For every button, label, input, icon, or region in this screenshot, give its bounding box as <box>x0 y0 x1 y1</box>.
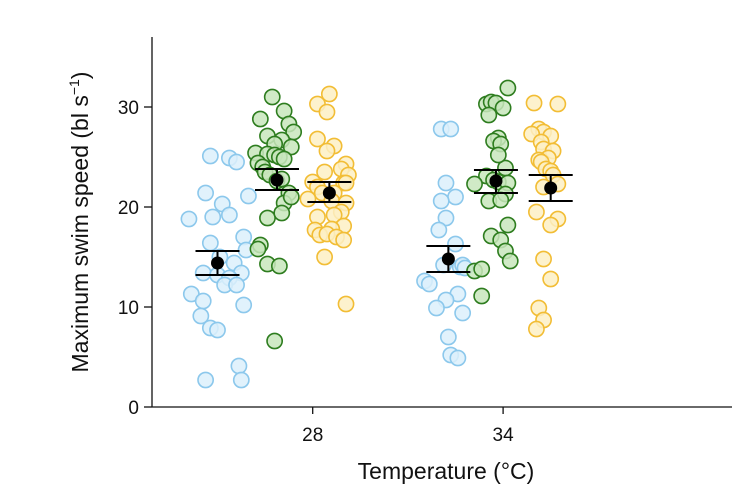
data-point-blue-28 <box>230 357 248 375</box>
data-point-blue-34 <box>432 192 450 210</box>
data-point-blue-28 <box>201 234 219 252</box>
data-point-blue-28 <box>209 321 226 339</box>
data-point-blue-28 <box>220 206 238 224</box>
data-point-yellow-28 <box>316 248 333 266</box>
data-point-green-28 <box>266 332 284 350</box>
data-point-yellow-34 <box>549 95 567 113</box>
data-point-yellow-34 <box>528 320 545 338</box>
data-point-green-28 <box>273 204 291 222</box>
y-axis-label: Maximum swim speed (bl s−1) <box>66 72 93 373</box>
data-point-blue-34 <box>447 188 464 206</box>
mean-marker-28-yellow <box>322 186 336 200</box>
x-tick-label: 28 <box>302 425 323 446</box>
data-point-yellow-28 <box>318 142 336 160</box>
data-point-green-28 <box>282 188 300 206</box>
data-point-blue-28 <box>192 307 210 325</box>
data-point-yellow-34 <box>528 203 545 221</box>
data-point-blue-34 <box>437 174 455 192</box>
mean-marker-28-blue <box>211 256 224 270</box>
x-axis-label: Temperature (°C) <box>358 458 535 484</box>
mean-marker-34-yellow <box>544 181 558 195</box>
data-point-green-28 <box>263 88 281 106</box>
data-point-green-28 <box>270 257 288 275</box>
x-ticks: 28 34 <box>302 407 514 446</box>
data-point-green-34 <box>494 99 512 117</box>
data-points <box>180 79 567 389</box>
data-point-green-34 <box>489 146 507 164</box>
y-axis-label-main: Maximum swim speed (bl s <box>67 95 93 372</box>
data-point-yellow-28 <box>299 190 317 208</box>
data-point-green-34 <box>499 79 517 97</box>
data-point-blue-34 <box>454 304 472 322</box>
data-point-blue-28 <box>232 371 250 389</box>
data-point-yellow-28 <box>316 163 333 181</box>
data-point-blue-34 <box>439 328 457 346</box>
data-point-green-34 <box>473 287 491 305</box>
data-point-blue-34 <box>449 349 467 367</box>
y-ticks: 0 10 20 30 <box>118 98 152 419</box>
data-point-yellow-34 <box>525 94 543 112</box>
data-point-blue-34 <box>428 299 445 317</box>
x-tick-label: 34 <box>493 425 515 446</box>
summary-markers <box>195 168 573 276</box>
y-axis-label-superscript: −1 <box>66 79 82 95</box>
data-point-blue-28 <box>204 208 222 226</box>
data-point-blue-28 <box>180 210 198 228</box>
data-point-blue-34 <box>420 275 438 293</box>
data-point-green-34 <box>473 260 491 278</box>
mean-marker-34-green <box>489 174 503 188</box>
data-point-yellow-34 <box>542 270 560 288</box>
y-tick-label: 30 <box>118 98 139 119</box>
data-point-blue-34 <box>442 120 460 138</box>
data-point-green-28 <box>259 209 276 227</box>
y-tick-label: 20 <box>118 198 139 219</box>
data-point-yellow-34 <box>542 216 560 234</box>
data-point-green-34 <box>466 175 483 193</box>
mean-marker-28-green <box>270 173 284 187</box>
data-point-green-28 <box>275 150 293 168</box>
data-point-blue-28 <box>240 187 257 205</box>
data-point-green-34 <box>499 216 517 234</box>
data-point-yellow-28 <box>337 295 355 313</box>
data-point-yellow-28 <box>320 85 338 103</box>
data-point-blue-28 <box>228 276 245 294</box>
data-point-blue-28 <box>197 371 214 389</box>
data-point-blue-34 <box>430 221 448 239</box>
y-tick-label: 10 <box>118 298 139 319</box>
data-point-blue-28 <box>201 147 219 165</box>
data-point-green-34 <box>501 252 519 270</box>
data-point-blue-28 <box>197 184 214 202</box>
y-axis-label-close: ) <box>67 72 93 80</box>
data-point-yellow-28 <box>335 231 353 249</box>
data-point-blue-28 <box>228 153 245 171</box>
data-point-green-28 <box>251 110 269 128</box>
data-point-yellow-34 <box>535 250 552 268</box>
data-point-green-28 <box>249 240 267 258</box>
data-point-yellow-28 <box>318 103 336 121</box>
data-point-blue-28 <box>194 292 212 310</box>
data-point-blue-28 <box>194 264 212 282</box>
axes <box>151 37 732 408</box>
y-tick-label: 0 <box>128 398 139 419</box>
data-point-blue-34 <box>447 235 464 253</box>
data-point-green-34 <box>492 191 510 209</box>
data-point-green-34 <box>480 106 498 124</box>
data-point-yellow-28 <box>309 130 326 148</box>
data-point-blue-28 <box>235 296 253 314</box>
mean-marker-34-blue <box>441 252 455 266</box>
